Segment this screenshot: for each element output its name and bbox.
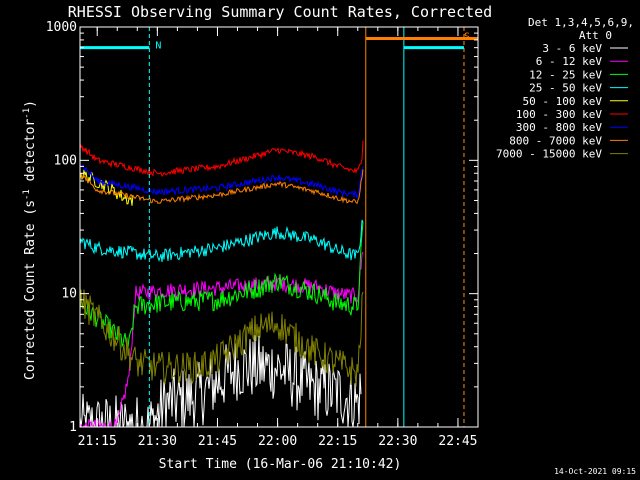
marker-label-1: S	[464, 31, 470, 42]
marker-label-0: N	[155, 41, 161, 52]
x-axis-label: Start Time (16-Mar-06 21:10:42)	[159, 457, 402, 472]
series-line-1	[80, 251, 364, 427]
x-tick-label-0: 21:15	[78, 434, 117, 449]
y-tick-label-0: 1	[69, 420, 77, 435]
legend-label-1: 6 - 12 keV	[536, 55, 603, 68]
x-tick-label-6: 22:45	[438, 434, 477, 449]
axes-layer: 1 10 100 1000 21:15 21:30 21:45 22:00 22:15 22:30…	[46, 20, 479, 449]
legend-label-3: 25 - 50 keV	[529, 82, 602, 95]
x-tick-label-5: 22:30	[378, 434, 417, 449]
series-line-8	[80, 289, 364, 387]
legend-label-2: 12 - 25 keV	[529, 68, 602, 81]
chart-title: RHESSI Observing Summary Count Rates, Co…	[68, 3, 492, 21]
x-tick-label-4: 22:15	[318, 434, 357, 449]
legend-header-line-2: Att 0	[579, 29, 612, 42]
legend-header-line-1: Det 1,3,4,5,6,9,	[528, 16, 634, 29]
series-line-7	[80, 169, 364, 205]
y-tick-label-2: 100	[54, 153, 77, 168]
legend-label-6: 300 - 800 keV	[516, 121, 602, 134]
timestamp: 14-Oct-2021 09:15	[554, 467, 636, 476]
series-line-6	[80, 163, 364, 199]
x-tick-label-1: 21:30	[138, 434, 177, 449]
series-line-4	[80, 169, 134, 206]
legend-label-5: 100 - 300 keV	[516, 108, 602, 121]
series-layer	[80, 140, 364, 427]
series-line-5	[80, 140, 364, 178]
plot-frame	[79, 26, 479, 428]
x-tick-label-2: 21:45	[198, 434, 237, 449]
series-line-3	[80, 219, 364, 262]
x-tick-label-3: 22:00	[258, 434, 297, 449]
y-axis-label: Corrected Count Rate (s-1 detector-1)	[22, 100, 38, 380]
legend-label-0: 3 - 6 keV	[542, 42, 602, 55]
legend-label-7: 800 - 7000 keV	[509, 134, 602, 147]
legend-label-4: 50 - 100 keV	[523, 95, 603, 108]
series-line-0	[80, 335, 362, 427]
y-tick-label-1: 10	[61, 287, 77, 302]
legend-label-8: 7000 - 15000 keV	[496, 148, 602, 161]
y-tick-label-3: 1000	[46, 20, 77, 35]
